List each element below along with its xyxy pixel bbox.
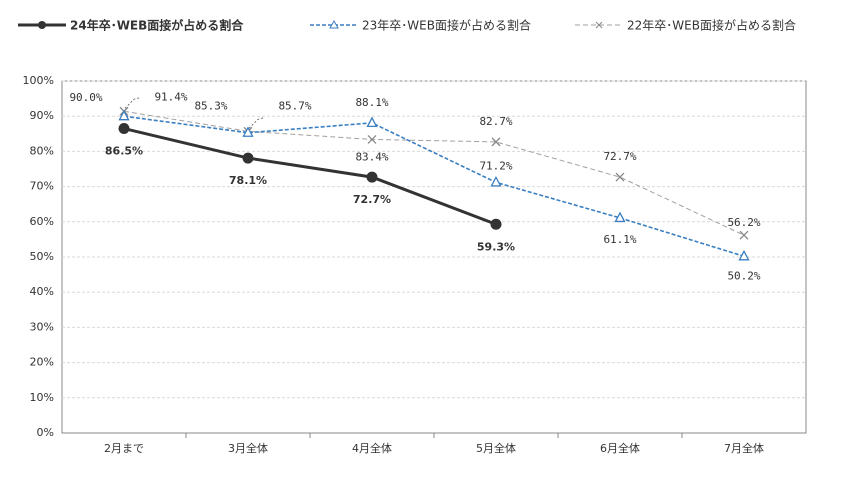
data-label: 88.1% (355, 96, 388, 109)
point (615, 172, 625, 182)
data-label: 50.2% (727, 269, 760, 282)
x-tick-label: 2月まで (104, 442, 144, 455)
data-label: 85.7% (278, 99, 311, 112)
y-tick-label: 80% (30, 144, 54, 157)
x-tick-label: 3月全体 (228, 441, 268, 455)
data-label: 72.7% (353, 193, 391, 206)
data-label: 85.3% (194, 100, 227, 113)
data-label: 59.3% (477, 240, 515, 253)
x-tick-label: 4月全体 (352, 441, 392, 455)
data-label: 56.2% (727, 216, 760, 229)
x-tick-label: 5月全体 (476, 441, 516, 455)
series-line (123, 115, 745, 258)
y-tick-label: 50% (30, 250, 54, 263)
data-label: 78.1% (229, 174, 267, 187)
y-tick-label: 20% (30, 356, 54, 369)
point (739, 230, 749, 240)
legend-marker (595, 21, 603, 29)
point (738, 249, 750, 261)
data-label: 82.7% (479, 115, 512, 128)
point (367, 134, 377, 144)
y-tick-label: 90% (30, 109, 54, 122)
point (490, 175, 502, 187)
y-tick-label: 60% (30, 215, 54, 228)
point (366, 116, 378, 128)
data-label: 71.2% (479, 159, 512, 172)
legend-label: 24年卒･WEB面接が占める割合 (70, 18, 244, 33)
series-line (123, 127, 497, 226)
point (118, 109, 130, 121)
data-label: 83.4% (355, 150, 388, 163)
data-label: 61.1% (603, 233, 636, 246)
data-label: 91.4% (154, 90, 187, 103)
y-tick-label: 30% (30, 320, 54, 333)
leader-line (124, 96, 142, 109)
y-tick-label: 100% (23, 74, 54, 87)
point (490, 218, 502, 230)
legend-marker (38, 21, 46, 29)
legend-label: 23年卒･WEB面接が占める割合 (362, 18, 531, 33)
point (366, 171, 378, 183)
x-tick-label: 6月全体 (600, 441, 640, 455)
data-label: 90.0% (69, 91, 102, 104)
x-tick-label: 7月全体 (724, 441, 764, 455)
legend: 24年卒･WEB面接が占める割合 23年卒･WEB面接が占める割合 22年卒･WEB… (18, 18, 796, 33)
y-tick-label: 40% (30, 285, 54, 298)
data-label: 86.5% (105, 145, 143, 158)
series-line (123, 110, 745, 236)
point (242, 126, 254, 137)
leader-line (248, 116, 266, 129)
point (118, 123, 130, 135)
point (491, 137, 501, 147)
y-tick-label: 70% (30, 180, 54, 193)
legend-label: 22年卒･WEB面接が占める割合 (627, 18, 796, 33)
data-label: 72.7% (603, 150, 636, 163)
point (242, 152, 254, 164)
point (614, 211, 626, 223)
legend-marker (329, 19, 339, 29)
y-tick-label: 10% (30, 391, 54, 404)
y-tick-label: 0% (37, 426, 54, 439)
